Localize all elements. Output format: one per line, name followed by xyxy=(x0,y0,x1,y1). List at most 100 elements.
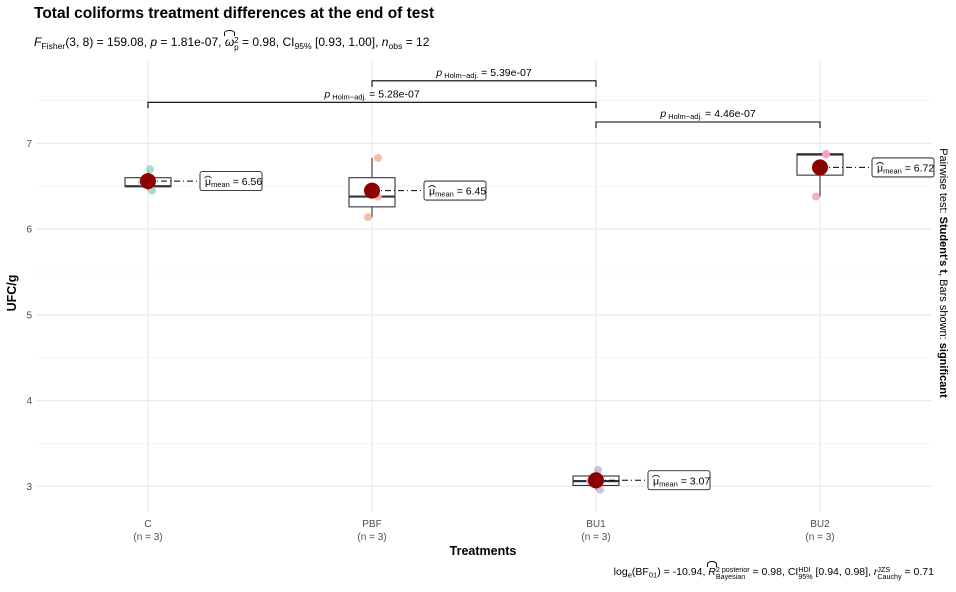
mean-hat xyxy=(204,175,212,179)
comparison-p-symbol: p xyxy=(323,88,330,100)
r-value: = 0.71 xyxy=(904,566,935,578)
mean-label: μmean = 6.45 xyxy=(429,186,486,199)
x-tick-label: BU1 xyxy=(586,519,606,530)
data-point xyxy=(364,213,372,222)
caption-ci-sub: 95% xyxy=(798,572,813,581)
caption-ci-scripts: HDI 95% xyxy=(798,567,812,581)
comparison-p-value: = 5.39e-07 xyxy=(478,67,532,79)
r2-sup: 2 xyxy=(715,566,720,575)
p-symbol: p xyxy=(150,35,158,49)
chart-caption: loge(BF01) = -10.94, R2 posterior Bayesia… xyxy=(613,561,935,581)
p-value: 1.81e-07 xyxy=(170,35,219,49)
r2-symbol: R xyxy=(708,566,716,578)
effect-symbol: ω xyxy=(224,35,235,49)
y-tick-label: 6 xyxy=(26,225,32,236)
x-axis-ticks: C (n = 3) PBF (n = 3) BU1 (n = 3) BU2 (n = 3) xyxy=(133,519,834,543)
comparison-label: p Holm−adj. = 5.28e-07 xyxy=(323,88,419,101)
pairwise-test-name: Student's t xyxy=(937,217,949,274)
comparison-p-value: = 5.28e-07 xyxy=(366,88,420,100)
effect-sub: p xyxy=(234,43,239,53)
comparison-p-symbol: p xyxy=(659,108,666,120)
comparison-label: p Holm−adj. = 5.39e-07 xyxy=(435,67,531,80)
y-tick-label: 4 xyxy=(26,396,32,407)
x-axis-label: Treatments xyxy=(450,544,517,558)
effect-sup: 2 xyxy=(234,35,239,45)
mean-point xyxy=(140,173,156,190)
mean-point xyxy=(812,159,828,176)
mean-label-box xyxy=(871,157,935,178)
x-tick-n-label: (n = 3) xyxy=(805,532,834,543)
x-tick-label: BU2 xyxy=(810,519,830,530)
r2-sub-word: Bayesian xyxy=(715,572,746,581)
x-tick-n-label: (n = 3) xyxy=(581,532,610,543)
comparison-p-symbol: p xyxy=(435,67,442,79)
mean-label-sub: mean xyxy=(659,479,678,488)
comparison-bracket xyxy=(595,121,821,128)
mean-label-symbol: μ xyxy=(205,176,211,188)
chart-subtitle: FFisher(3, 8) = 159.08, p = 1.81e-07, ω2… xyxy=(34,30,430,53)
mean-label-symbol: μ xyxy=(653,475,659,487)
n-symbol: n xyxy=(381,35,389,49)
mean-label-box xyxy=(423,180,487,201)
bf-log: log xyxy=(613,566,628,578)
data-point xyxy=(594,466,602,474)
f-stat-value: 159.08 xyxy=(107,35,144,49)
bf-inner: (BF xyxy=(631,566,649,578)
x-tick-label: PBF xyxy=(362,519,381,530)
mean-label: μmean = 6.72 xyxy=(877,162,934,175)
bf-value: ) = -10.94, xyxy=(657,566,706,578)
n-value: 12 xyxy=(416,35,430,49)
f-stat-df: (3, 8) xyxy=(65,35,94,49)
mean-label-value: = 6.45 xyxy=(454,186,487,198)
mean-label-box xyxy=(647,470,711,491)
n-sub: obs xyxy=(388,41,403,52)
box-layer xyxy=(124,153,844,490)
chart-title: Total coliforms treatment differences at… xyxy=(34,5,435,22)
comparison-bracket xyxy=(371,80,597,87)
comparison-brackets: p Holm−adj. = 5.28e-07p Holm−adj. = 5.39… xyxy=(147,67,821,128)
pairwise-middle: , Bars shown: xyxy=(937,273,949,343)
comparison-label: p Holm−adj. = 4.46e-07 xyxy=(659,108,755,121)
caption-ci-label: CI xyxy=(787,566,799,578)
mean-label-symbol: μ xyxy=(877,162,883,174)
bf-sub-e: e xyxy=(627,570,632,580)
data-point xyxy=(812,192,820,201)
y-tick-label: 3 xyxy=(26,482,32,493)
mean-label-value: = 3.07 xyxy=(678,475,711,487)
ci-label: CI xyxy=(282,35,295,49)
comparison-p-sub: Holm−adj. xyxy=(666,112,702,121)
y-tick-label: 5 xyxy=(26,310,32,321)
ci-sub: 95% xyxy=(294,41,312,52)
pairwise-shown: significant xyxy=(937,343,949,398)
r-symbol: r xyxy=(873,566,878,578)
r2-hat: R xyxy=(707,561,717,578)
point-layer xyxy=(138,149,830,494)
y-axis-ticks: 3 4 5 6 7 xyxy=(26,139,32,493)
data-point xyxy=(146,165,154,174)
mean-hat xyxy=(652,474,660,478)
effect-value: 0.98 xyxy=(252,35,276,49)
data-point xyxy=(822,149,830,158)
comparison-bracket xyxy=(147,101,597,109)
data-point xyxy=(374,154,382,162)
grid-layer xyxy=(36,62,932,512)
pairwise-test-label: Pairwise test: Student's t, Bars shown: … xyxy=(937,148,949,398)
x-tick-label: C xyxy=(144,519,151,530)
mean-label-value: = 6.56 xyxy=(230,176,263,188)
mean-point xyxy=(364,182,380,199)
mean-label-symbol: μ xyxy=(429,186,435,198)
caption-ci-sup: HDI xyxy=(798,566,811,575)
f-stat-test-name: Fisher xyxy=(41,41,66,52)
r2-sup-word: posterior xyxy=(721,566,750,575)
bf-sub-01: 01 xyxy=(648,570,658,580)
r-scripts: JZS Cauchy xyxy=(877,567,901,581)
comparison-p-sub: Holm−adj. xyxy=(330,92,366,101)
y-tick-label: 7 xyxy=(26,139,32,150)
r2-value: = 0.98, xyxy=(752,566,785,578)
pairwise-prefix: Pairwise test: xyxy=(937,148,949,216)
mean-label-box xyxy=(199,171,263,192)
r-sub: Cauchy xyxy=(877,572,902,581)
f-stat-symbol: F xyxy=(34,35,42,49)
